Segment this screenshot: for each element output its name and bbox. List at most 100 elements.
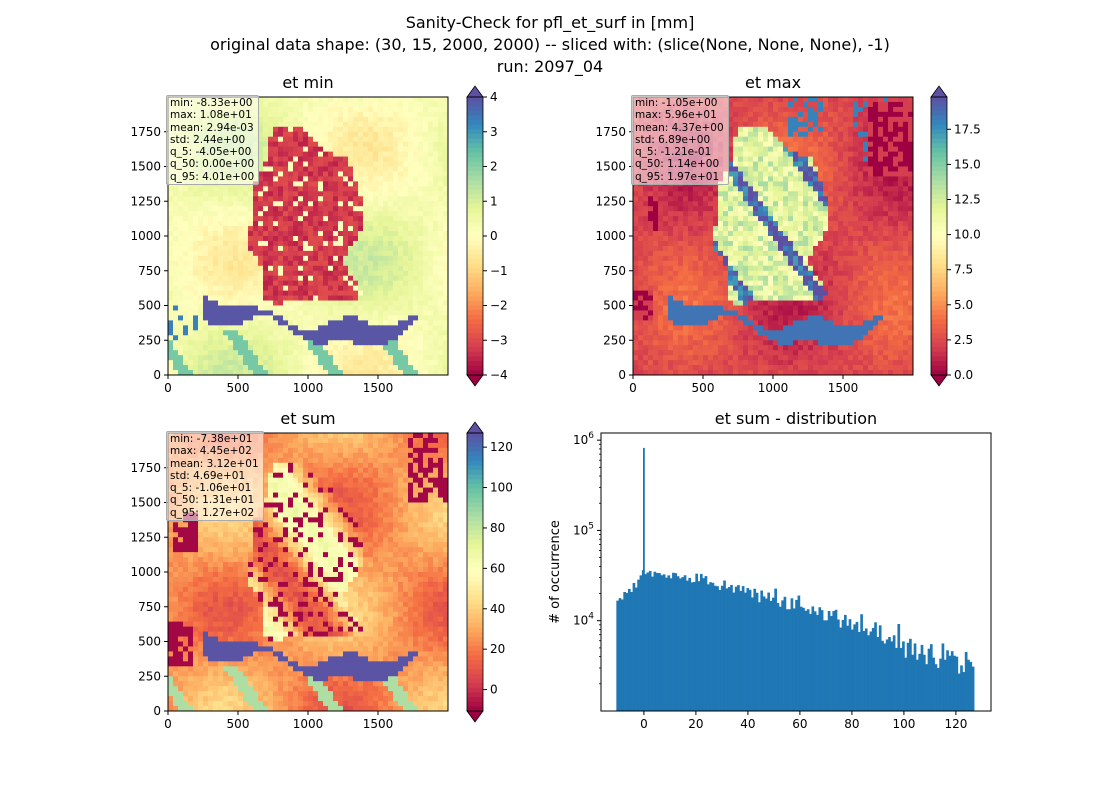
histogram-bar (909, 638, 912, 711)
colorbar-extend-min (466, 374, 484, 387)
histogram-bar (860, 614, 863, 711)
heatmap-panel-2: et max 0 500 1000 1500 0 250 500 750 1000 1250 1500… (595, 73, 980, 395)
histogram-bar (655, 572, 659, 711)
histogram-bar (781, 600, 784, 711)
y-axis-label: # of occurrence (548, 520, 563, 624)
histogram-bar (941, 643, 945, 711)
histogram-bar (618, 598, 622, 711)
histogram-bar (702, 578, 705, 711)
histogram-bar (755, 592, 759, 711)
histogram-bar (871, 628, 875, 711)
x-tick-label: 20 (688, 717, 703, 731)
colorbar: 120 100 80 60 40 20 0 (466, 421, 513, 723)
histogram-bar (857, 632, 861, 711)
histogram-bar (669, 578, 673, 711)
histogram-bar (788, 609, 791, 711)
y-tick-label: 750 (603, 264, 626, 278)
histogram-peak-bar (643, 447, 645, 711)
x-tick-label: 500 (227, 381, 250, 395)
colorbar-tick-label: 3 (490, 125, 498, 139)
histogram-bar (623, 592, 626, 711)
stats-line: std: 6.89e+00 (635, 133, 711, 146)
stats-line: q_50: 1.14e+00 (635, 158, 720, 171)
colorbar-frame (930, 96, 948, 376)
histogram-bar (688, 577, 692, 711)
y-tick-label: 105 (573, 521, 594, 537)
y-tick-label: 1500 (130, 160, 161, 174)
histogram-bar (778, 606, 782, 711)
x-tick-label: 0 (164, 381, 172, 395)
x-tick-label: 0 (164, 717, 172, 731)
histogram-bar (695, 573, 698, 711)
colorbar-tick-label: 100 (490, 481, 513, 495)
histogram-bar (895, 647, 898, 711)
y-tick-label: 0 (153, 704, 161, 718)
histogram-bar (906, 642, 910, 711)
histogram-bar (929, 644, 933, 711)
histogram-bar (967, 659, 970, 711)
colorbar-tick-label: 40 (490, 602, 505, 616)
x-tick-label: 0 (629, 381, 637, 395)
histogram-bar (934, 664, 938, 711)
histogram-bar (883, 643, 887, 711)
histogram-bar (785, 609, 789, 711)
histogram-bar (918, 653, 922, 711)
histogram-bar (885, 639, 889, 711)
histogram-bar (950, 651, 954, 711)
histogram-bar (936, 667, 940, 711)
histogram-bars (616, 447, 975, 711)
stats-line: q_95: 1.97e+01 (635, 170, 720, 183)
histogram-bar (811, 606, 815, 711)
histogram-bar (927, 648, 931, 711)
histogram-bar (922, 654, 926, 711)
colorbar: 17.5 15.0 12.5 10.0 7.5 5.0 2.5 0.0 (930, 85, 981, 387)
figure-title-line-2: original data shape: (30, 15, 2000, 2000… (210, 35, 890, 54)
histogram-bar (839, 627, 843, 711)
stats-box: min: -8.33e+00 max: 1.08e+01 mean: 2.94e-0… (166, 95, 260, 186)
histogram-bar (651, 576, 654, 711)
histogram-bar (806, 609, 810, 711)
y-tick-label: 500 (138, 299, 161, 313)
colorbar-tick-label: 0.0 (954, 368, 973, 382)
histogram-bar (679, 578, 682, 711)
histogram-bar (818, 607, 822, 711)
histogram-bar (760, 590, 764, 711)
panel-title: et min (282, 73, 333, 92)
colorbar-extend-max (466, 421, 484, 434)
x-tick-label: 0 (640, 717, 648, 731)
histogram-bar (816, 614, 819, 711)
histogram-bar (706, 584, 710, 711)
colorbar-extend-min (930, 374, 948, 387)
histogram-bar (897, 623, 901, 711)
histogram-bar (955, 656, 959, 711)
histogram-bar (767, 592, 771, 711)
histogram-bar (969, 661, 973, 711)
histogram-bar (693, 581, 696, 711)
histogram-bar (864, 628, 868, 711)
histogram-bar (765, 598, 768, 711)
colorbar-tick-label: −3 (490, 333, 508, 347)
histogram-bar (948, 655, 952, 711)
histogram-bar (850, 629, 854, 711)
panel-title: et sum - distribution (715, 409, 877, 428)
histogram-bar (855, 621, 859, 711)
histogram-bar (888, 637, 891, 711)
histogram-bar (932, 657, 935, 711)
colorbar-tick-label: 10.0 (954, 228, 981, 242)
x-tick-label: 1000 (293, 717, 324, 731)
colorbar-tick-label: 15.0 (954, 157, 981, 171)
histogram-bar (830, 615, 833, 711)
axes-frame (600, 432, 992, 712)
histogram-bar (637, 579, 640, 711)
histogram-bar (758, 602, 761, 711)
histogram-bar (848, 619, 852, 711)
colorbar-tick-label: 80 (490, 521, 505, 535)
histogram-bar (925, 664, 928, 711)
histogram-bar (825, 620, 829, 711)
panel-title: et sum (280, 409, 335, 428)
stats-line: q_95: 4.01e+00 (170, 170, 255, 183)
histogram-bar (834, 609, 838, 711)
x-tick-label: 40 (740, 717, 755, 731)
histogram-bar (797, 595, 801, 711)
histogram-bar (874, 622, 877, 711)
